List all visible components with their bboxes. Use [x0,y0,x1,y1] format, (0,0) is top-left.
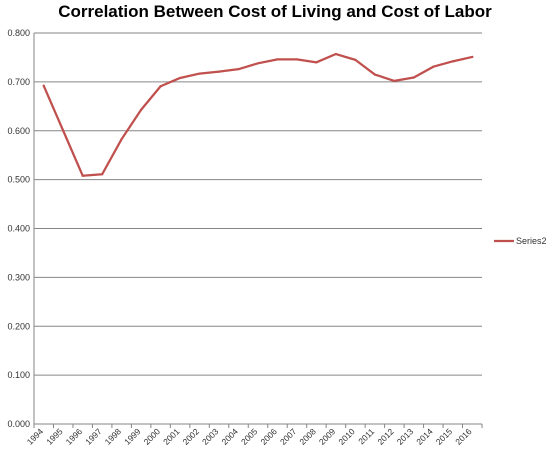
data-point [393,79,396,82]
y-tick-label: 0.800 [7,28,30,38]
data-point [334,52,338,56]
chart-title: Correlation Between Cost of Living and C… [58,2,492,21]
y-tick-label: 0.600 [7,126,30,136]
data-point [217,70,221,73]
x-tick-label: 2003 [200,426,221,447]
legend: Series2 [494,236,547,246]
x-tick-label: 2007 [278,426,299,447]
x-tick-label: 1994 [25,426,46,447]
data-point [42,84,45,87]
legend-label: Series2 [516,236,547,246]
x-tick-label: 2005 [239,426,260,447]
x-tick-label: 2008 [297,426,318,447]
x-tick-label: 2011 [356,426,376,446]
data-point [295,58,299,61]
x-axis: 1994 1995 1996 1997 1998 1999 2000 2001 2002 2003… [25,424,483,447]
data-point [62,129,65,132]
y-axis: 0.000 0.100 0.200 0.300 0.400 0.500 0.600 0.700… [7,28,35,429]
x-tick-label: 1999 [122,426,143,447]
data-point [256,62,260,65]
data-point [315,61,318,64]
x-tick-label: 1996 [64,426,85,447]
x-tick-label: 2015 [434,426,455,447]
data-point [432,65,435,68]
data-point [451,60,454,63]
data-point [373,73,376,76]
x-tick-label: 2013 [395,426,416,447]
x-tick-label: 2000 [142,426,163,447]
data-point [159,85,162,88]
data-point [101,173,104,176]
y-tick-label: 0.400 [7,224,30,234]
x-tick-label: 2009 [317,426,338,447]
x-tick-label: 2004 [219,426,240,447]
x-tick-label: 2002 [181,426,202,447]
x-tick-label: 1995 [44,426,65,447]
x-tick-label: 2012 [375,426,396,447]
data-point [178,76,182,80]
x-tick-label: 2010 [336,426,357,447]
y-tick-label: 0.200 [7,321,30,331]
data-point [276,58,279,61]
y-tick-label: 0.000 [7,419,30,429]
series-layer [42,52,474,177]
data-point [120,137,123,141]
y-tick-label: 0.700 [7,77,30,87]
data-point [237,68,240,71]
data-point [81,174,84,177]
gridlines [34,32,482,425]
data-point [471,55,474,59]
y-tick-label: 0.300 [7,272,30,282]
data-point [140,108,143,111]
x-tick-label: 2016 [453,426,474,447]
x-tick-label: 2001 [161,426,182,447]
x-tick-label: 1997 [83,426,104,447]
y-tick-label: 0.100 [7,370,30,380]
y-tick-label: 0.500 [7,175,30,185]
series-line [42,52,474,177]
x-tick-label: 1998 [103,426,124,447]
data-point [412,76,415,79]
x-tick-label: 2014 [414,426,435,447]
x-tick-label: 2006 [258,426,279,447]
data-point [354,58,357,61]
data-point [198,72,201,75]
